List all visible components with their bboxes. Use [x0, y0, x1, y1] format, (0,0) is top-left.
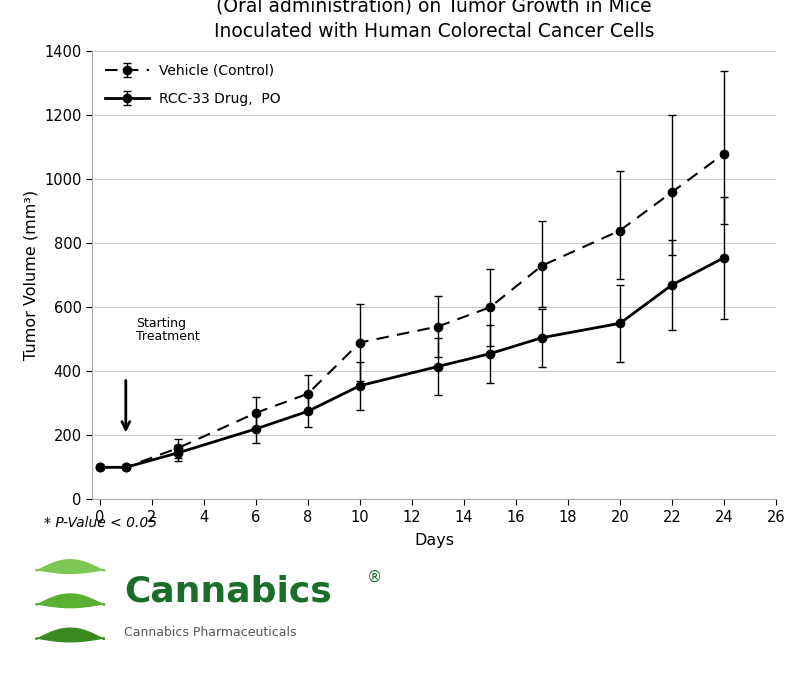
- Text: Treatment: Treatment: [136, 330, 200, 343]
- X-axis label: Days: Days: [414, 533, 454, 548]
- Text: Cannabics Pharmaceuticals: Cannabics Pharmaceuticals: [124, 626, 297, 640]
- Text: Cannabics: Cannabics: [124, 575, 332, 609]
- Text: ®: ®: [367, 569, 382, 584]
- Polygon shape: [36, 560, 104, 573]
- Text: Starting: Starting: [136, 317, 186, 330]
- Polygon shape: [36, 594, 104, 607]
- Polygon shape: [36, 628, 104, 642]
- Y-axis label: Tumor Volume (mm³): Tumor Volume (mm³): [24, 190, 38, 360]
- Legend: Vehicle (Control), RCC-33 Drug,  PO: Vehicle (Control), RCC-33 Drug, PO: [99, 58, 286, 111]
- Text: * P-Value < 0.05: * P-Value < 0.05: [44, 516, 157, 530]
- Title: Inhibitory Effect of Cannabics® RCC-33
(Oral administration) on Tumor Growth in : Inhibitory Effect of Cannabics® RCC-33 (…: [214, 0, 654, 42]
